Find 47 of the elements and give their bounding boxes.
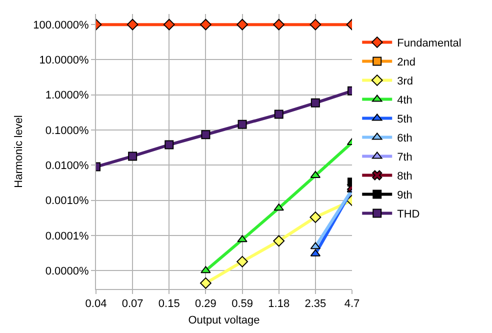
y-tick-label: 100.0000% — [33, 19, 90, 32]
point — [274, 204, 284, 211]
point — [310, 18, 322, 30]
legend-label: 8th — [397, 170, 412, 183]
legend-label: 6th — [397, 132, 412, 145]
legend-label: 9th — [397, 190, 412, 202]
y-tick-label: 0.1000% — [45, 124, 90, 137]
x-tick-label: 0.07 — [122, 298, 144, 310]
y-tick-label: 1.0000% — [45, 90, 90, 102]
point — [310, 212, 322, 223]
point — [200, 277, 212, 289]
point — [200, 18, 212, 30]
legend-label: 7th — [397, 152, 412, 164]
x-tick-label: 0.15 — [158, 298, 180, 310]
point — [273, 18, 285, 30]
legend-label: Fundamental — [397, 38, 462, 50]
y-tick-label: 10.0000% — [39, 54, 90, 67]
point — [164, 140, 174, 150]
point — [310, 98, 320, 108]
legend-label: 4th — [397, 94, 412, 107]
y-tick-label: 0.0010% — [45, 195, 90, 208]
x-axis-title: Output voltage — [188, 314, 260, 326]
point — [236, 256, 248, 268]
y-tick-label: 0.0001% — [45, 230, 90, 242]
point — [236, 18, 248, 30]
x-tick-label: 2.35 — [304, 298, 326, 310]
y-tick-label: 0.0000% — [45, 265, 90, 278]
x-tick-label: 0.29 — [195, 298, 216, 310]
point — [126, 18, 138, 30]
y-tick-label: 0.0100% — [45, 160, 90, 172]
point — [128, 152, 138, 161]
x-tick-label: 1.18 — [268, 298, 290, 310]
x-tick-label: 0.59 — [232, 298, 253, 310]
legend-label: 5th — [397, 114, 412, 126]
legend-label: 3rd — [397, 76, 414, 88]
legend-label: THD — [397, 208, 420, 221]
point — [273, 235, 285, 247]
x-tick-label: 0.04 — [85, 298, 107, 310]
legend-label: 2nd — [397, 56, 416, 69]
point — [274, 110, 284, 119]
point — [200, 266, 211, 274]
point — [238, 120, 247, 129]
point — [163, 18, 175, 30]
point — [201, 130, 210, 140]
x-tick-label: 4.7 — [344, 298, 360, 310]
point — [237, 235, 248, 242]
y-axis-title: Harmonic level — [12, 115, 25, 188]
